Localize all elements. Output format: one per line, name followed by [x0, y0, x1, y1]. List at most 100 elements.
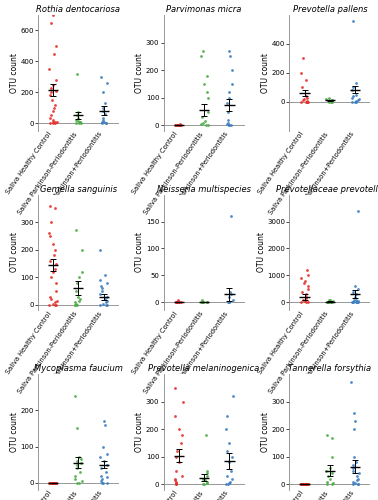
Point — [50, 479, 56, 487]
Point — [327, 475, 333, 483]
Y-axis label: OTU count: OTU count — [135, 412, 144, 452]
Point — [76, 454, 82, 462]
Point — [355, 96, 361, 104]
Point — [350, 478, 356, 486]
Title: Mycoplasma faucium: Mycoplasma faucium — [34, 364, 123, 374]
Point — [204, 72, 210, 80]
Point — [51, 104, 57, 112]
Title: Prevotella melaninogenica: Prevotella melaninogenica — [149, 364, 260, 374]
Point — [78, 459, 84, 467]
Point — [330, 297, 336, 305]
Point — [99, 284, 105, 292]
Point — [354, 476, 360, 484]
Point — [53, 479, 59, 487]
Point — [178, 298, 184, 306]
Point — [228, 290, 234, 298]
Point — [173, 480, 179, 488]
Point — [329, 298, 335, 306]
Point — [328, 298, 334, 306]
Point — [97, 290, 103, 298]
Point — [174, 298, 180, 306]
Point — [304, 94, 310, 102]
Point — [73, 119, 79, 127]
Point — [328, 98, 334, 106]
Point — [199, 298, 205, 306]
Point — [303, 294, 309, 302]
Point — [224, 412, 230, 420]
Point — [350, 92, 356, 100]
Point — [176, 298, 182, 306]
Point — [305, 272, 311, 280]
Point — [356, 470, 362, 478]
Point — [101, 300, 107, 308]
Title: Tannerella forsythia: Tannerella forsythia — [288, 364, 372, 374]
Point — [201, 480, 208, 488]
Point — [98, 246, 104, 254]
Point — [101, 104, 107, 112]
Point — [177, 120, 183, 128]
Point — [53, 479, 59, 487]
Point — [225, 298, 231, 306]
Point — [230, 296, 236, 304]
Point — [226, 122, 232, 130]
Point — [299, 288, 305, 296]
Point — [75, 292, 81, 300]
Point — [179, 431, 185, 439]
Point — [48, 88, 54, 96]
Point — [175, 298, 181, 306]
Point — [46, 479, 53, 487]
Point — [46, 65, 53, 73]
Point — [51, 479, 57, 487]
Point — [225, 116, 231, 124]
Point — [349, 98, 355, 106]
Point — [225, 108, 231, 116]
Point — [350, 17, 356, 25]
Point — [224, 100, 230, 108]
Point — [304, 298, 310, 306]
Point — [47, 119, 53, 127]
Point — [99, 119, 105, 127]
Point — [77, 118, 83, 126]
Point — [355, 475, 361, 483]
Point — [300, 296, 306, 304]
Point — [75, 114, 81, 122]
Point — [52, 479, 58, 487]
Point — [73, 226, 79, 234]
Point — [180, 398, 186, 406]
Point — [303, 480, 309, 488]
Point — [73, 475, 79, 483]
Point — [73, 300, 79, 308]
Point — [225, 118, 231, 126]
Point — [48, 112, 54, 120]
Point — [48, 479, 54, 487]
Point — [304, 480, 310, 488]
Point — [351, 296, 357, 304]
Point — [46, 202, 53, 209]
Point — [203, 431, 209, 439]
Point — [98, 472, 104, 480]
Point — [101, 457, 107, 465]
Point — [305, 480, 311, 488]
Point — [355, 206, 361, 214]
Point — [326, 94, 332, 102]
Point — [98, 477, 104, 485]
Point — [354, 472, 360, 480]
Point — [325, 298, 331, 306]
Point — [329, 453, 335, 461]
Point — [76, 274, 82, 281]
Point — [353, 298, 359, 306]
Point — [350, 288, 356, 296]
Point — [175, 122, 181, 130]
Point — [298, 274, 304, 282]
Point — [329, 96, 335, 104]
Point — [48, 84, 54, 92]
Point — [104, 301, 110, 309]
Point — [323, 95, 329, 103]
Point — [353, 90, 359, 98]
Point — [104, 297, 110, 305]
Point — [349, 86, 355, 94]
Point — [76, 297, 82, 305]
Point — [304, 480, 310, 488]
Point — [353, 458, 359, 466]
Point — [350, 84, 356, 92]
